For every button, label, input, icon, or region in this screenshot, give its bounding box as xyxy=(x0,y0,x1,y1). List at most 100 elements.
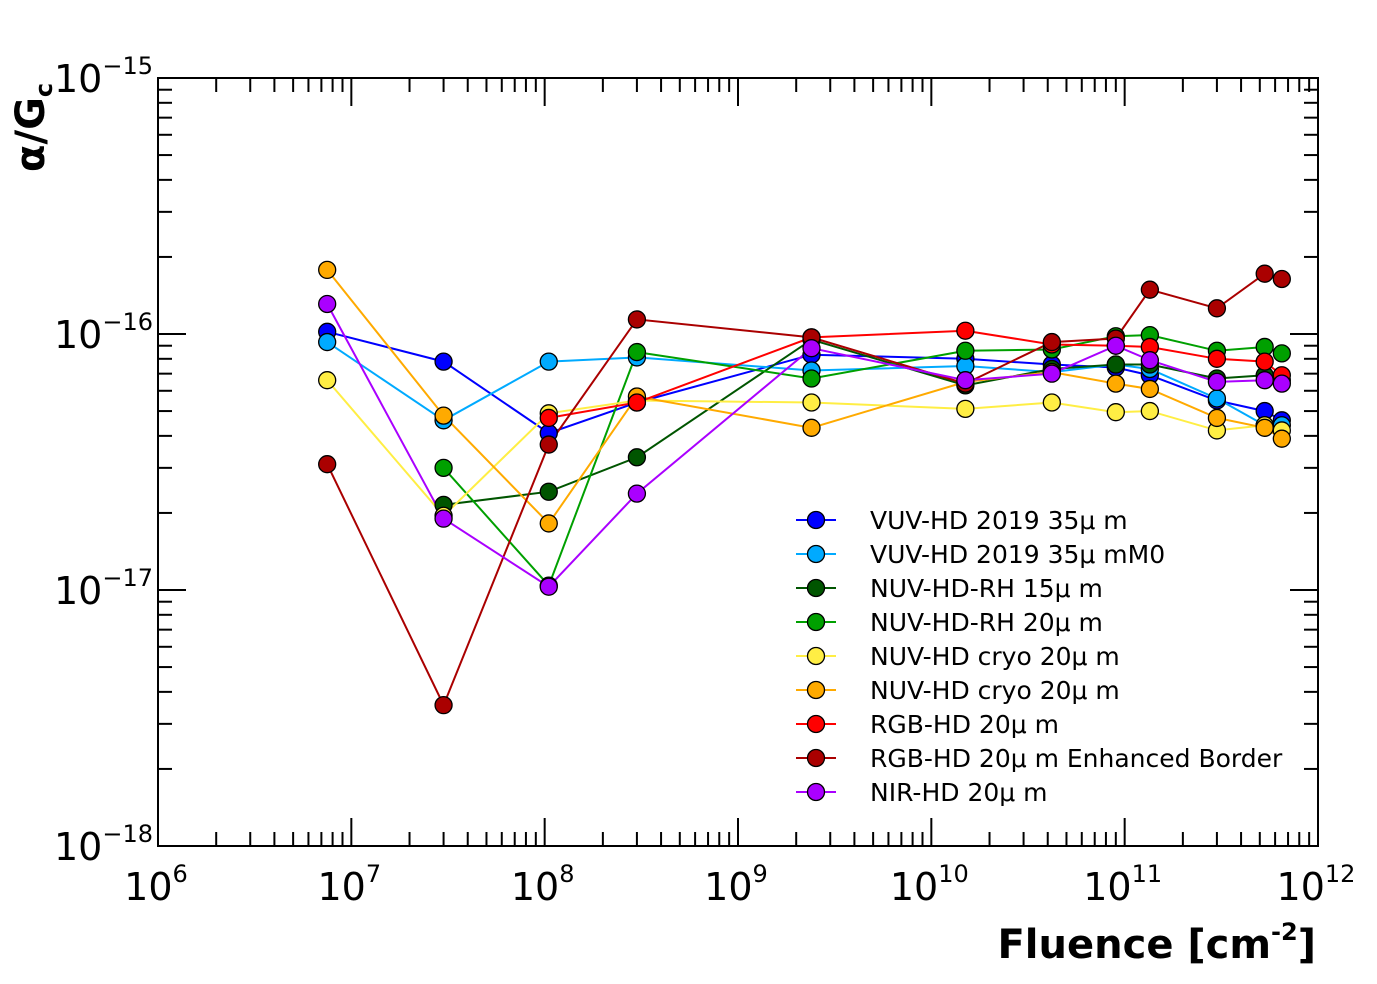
data-point xyxy=(1207,299,1227,318)
legend-label: NUV-HD-RH 20μ m xyxy=(870,608,1103,637)
data-point xyxy=(1042,364,1061,383)
data-point xyxy=(539,514,558,533)
data-point xyxy=(539,435,558,454)
data-point xyxy=(1140,401,1160,421)
data-point xyxy=(1140,379,1160,399)
x-tick-label: 108 xyxy=(511,860,575,909)
legend-marker xyxy=(806,510,826,530)
data-point xyxy=(956,371,975,390)
y-tick-base: 10 xyxy=(54,57,102,101)
data-point xyxy=(1272,344,1291,363)
legend: VUV-HD 2019 35μ m VUV-HD 2019 35μ mM0 NUV-… xyxy=(796,506,1283,807)
x-tick-exp: 8 xyxy=(559,860,574,888)
y-tick-label: 10−16 xyxy=(54,308,153,357)
x-tick-base: 10 xyxy=(511,865,559,909)
x-tick-label: 1011 xyxy=(1083,860,1162,909)
data-point xyxy=(1042,332,1061,352)
data-point xyxy=(802,418,821,437)
tick-labels: 106 107 108 109 1010 1011 101210−1810−1710−161… xyxy=(54,52,1355,909)
legend-item: NUV-HD cryo 20μ m xyxy=(796,642,1120,671)
y-tick-exp: −18 xyxy=(102,820,153,848)
data-point xyxy=(1106,374,1125,393)
data-point xyxy=(1272,429,1291,448)
data-point xyxy=(318,455,337,474)
y-tick-exp: −15 xyxy=(102,52,153,80)
x-axis-label-suffix: ] xyxy=(1298,922,1316,968)
data-point xyxy=(318,260,337,280)
y-tick-label: 10−18 xyxy=(54,820,153,869)
series-line-7 xyxy=(548,329,1283,419)
data-point xyxy=(802,369,821,388)
legend-label: RGB-HD 20μ m xyxy=(870,710,1059,739)
data-point xyxy=(1207,408,1227,428)
data-point xyxy=(802,393,821,412)
y-tick-base: 10 xyxy=(54,313,102,357)
x-tick-label: 1012 xyxy=(1277,860,1356,909)
x-tick-exp: 6 xyxy=(173,860,188,888)
legend-label: NIR-HD 20μ m xyxy=(870,778,1047,807)
data-point xyxy=(434,509,453,528)
x-axis-label-main: Fluence [cm xyxy=(997,922,1271,968)
data-point xyxy=(1255,352,1274,371)
legend-item: NIR-HD 20μ m xyxy=(796,778,1047,807)
data-point xyxy=(627,342,647,362)
y-axis-label: α/Gc xyxy=(8,83,58,172)
legend-marker xyxy=(806,544,826,564)
data-point xyxy=(956,399,975,419)
data-point xyxy=(1140,351,1160,370)
data-point xyxy=(434,406,453,425)
legend-marker xyxy=(806,782,826,802)
data-point xyxy=(539,482,558,501)
y-tick-label: 10−17 xyxy=(54,564,153,613)
y-tick-exp: −16 xyxy=(102,308,153,336)
x-tick-label: 106 xyxy=(124,860,188,909)
legend-item: RGB-HD 20μ m Enhanced Border xyxy=(796,744,1283,773)
legend-marker xyxy=(806,612,826,632)
data-point xyxy=(318,294,337,314)
data-point xyxy=(1255,418,1274,437)
y-tick-label: 10−15 xyxy=(54,52,153,101)
data-point xyxy=(318,371,337,390)
x-tick-base: 10 xyxy=(124,865,172,909)
legend-label: NUV-HD-RH 15μ m xyxy=(870,574,1103,603)
x-tick-label: 107 xyxy=(318,860,382,909)
data-point xyxy=(539,577,558,596)
data-point xyxy=(1207,349,1227,368)
legend-item: NUV-HD-RH 20μ m xyxy=(796,608,1103,637)
data-point xyxy=(956,321,975,340)
x-tick-exp: 9 xyxy=(753,860,768,888)
data-point xyxy=(627,393,647,412)
legend-marker xyxy=(806,646,826,666)
legend-item: RGB-HD 20μ m xyxy=(796,710,1059,739)
data-point xyxy=(1255,371,1274,390)
data-point xyxy=(627,484,647,503)
data-point xyxy=(1272,374,1291,393)
y-axis-label-sub: c xyxy=(30,83,58,97)
data-point xyxy=(434,352,453,371)
x-tick-base: 10 xyxy=(1277,865,1325,909)
legend-item: VUV-HD 2019 35μ m xyxy=(796,506,1128,535)
legend-marker xyxy=(806,714,826,734)
y-tick-exp: −17 xyxy=(102,564,153,592)
x-axis-label: Fluence [cm-2] xyxy=(997,918,1316,968)
x-tick-exp: 7 xyxy=(366,860,381,888)
x-tick-exp: 10 xyxy=(938,860,969,888)
legend-label: VUV-HD 2019 35μ m xyxy=(870,506,1128,535)
data-point xyxy=(1106,336,1125,355)
data-point xyxy=(627,448,647,467)
x-tick-base: 10 xyxy=(890,865,938,909)
x-tick-label: 1010 xyxy=(890,860,969,909)
data-point xyxy=(956,341,975,360)
y-tick-base: 10 xyxy=(54,569,102,613)
y-tick-base: 10 xyxy=(54,825,102,869)
data-point xyxy=(1042,393,1061,412)
x-tick-base: 10 xyxy=(318,865,366,909)
x-tick-label: 109 xyxy=(704,860,768,909)
legend-label: NUV-HD cryo 20μ m xyxy=(870,642,1120,671)
data-point xyxy=(434,695,453,715)
legend-marker xyxy=(806,578,826,598)
legend-item: NUV-HD cryo 20μ m xyxy=(796,676,1120,705)
plot-frame xyxy=(157,77,1319,847)
data-point xyxy=(627,310,647,329)
